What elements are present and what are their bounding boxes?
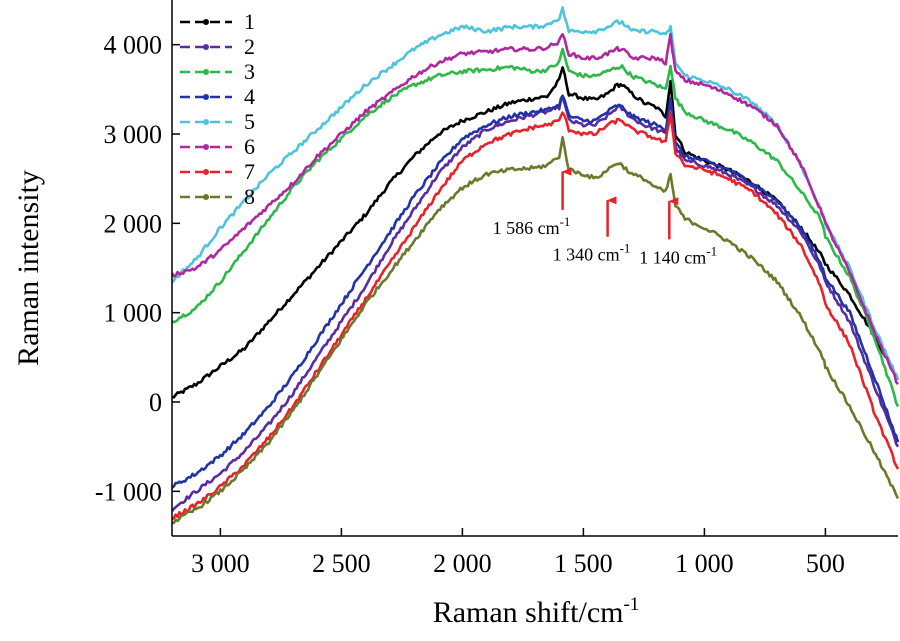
legend-label-1: 1: [244, 9, 255, 34]
annotation-label-text: 1 140 cm: [639, 247, 706, 267]
annotation-label-text: 1 586 cm: [493, 218, 560, 238]
x-axis-label-sup: -1: [623, 594, 639, 615]
legend-label-7: 7: [244, 159, 255, 184]
series-line-3: [171, 47, 900, 408]
series-line-8: [171, 136, 900, 525]
legend-marker-6: [203, 144, 209, 150]
legend-marker-4: [203, 94, 209, 100]
legend-marker-2: [203, 44, 209, 50]
y-tick-label: 1 000: [104, 299, 163, 328]
x-tick-label: 2 500: [312, 549, 371, 578]
annotation-label-sup: -1: [560, 214, 571, 229]
annotation-label: 1 340 cm-1: [553, 241, 631, 265]
x-tick-label: 500: [806, 549, 845, 578]
annotation-label: 1 586 cm-1: [493, 214, 571, 238]
legend-label-4: 4: [244, 84, 255, 109]
legend-marker-1: [203, 19, 209, 25]
legend-marker-3: [203, 69, 209, 75]
annotation-label: 1 140 cm-1: [639, 243, 717, 267]
annotation-label-text: 1 340 cm: [553, 245, 620, 265]
legend-marker-8: [203, 194, 209, 200]
legend-label-6: 6: [244, 134, 255, 159]
legend-label-2: 2: [244, 34, 255, 59]
annotation-label-sup: -1: [620, 241, 631, 256]
x-tick-label: 1 500: [554, 549, 613, 578]
legend-label-3: 3: [244, 59, 255, 84]
x-tick-label: 2 000: [433, 549, 492, 578]
x-axis-label: Raman shift/cm-1: [433, 594, 640, 629]
y-axis-label: Raman intensity: [12, 170, 45, 366]
legend-label-5: 5: [244, 109, 255, 134]
annotation-label-sup: -1: [706, 243, 717, 258]
legend-marker-5: [203, 119, 209, 125]
axes: -1 000 0 1 000 2 000 3 000 4 000 3 000 2 500 2 0…: [95, 0, 898, 578]
y-tick-label: 3 000: [104, 120, 163, 149]
y-tick-label: 2 000: [104, 209, 163, 238]
y-tick-label: -1 000: [95, 477, 162, 506]
plot-area: [170, 6, 900, 525]
y-tick-label: 4 000: [104, 31, 163, 60]
legend-marker-7: [203, 169, 209, 175]
series-line-4: [171, 94, 900, 489]
legend-label-8: 8: [244, 184, 255, 209]
series-line-1: [171, 66, 900, 399]
x-tick-label: 3 000: [191, 549, 250, 578]
series-line-2: [170, 96, 900, 512]
annotations: 1 586 cm-11 340 cm-1 1 140 cm-1: [493, 167, 717, 267]
x-axis-label-text: Raman shift/cm: [433, 596, 624, 629]
series-line-6: [170, 32, 899, 385]
x-tick-label: 1 000: [675, 549, 734, 578]
series-line-7: [171, 109, 900, 521]
y-tick-label: 0: [149, 388, 162, 417]
